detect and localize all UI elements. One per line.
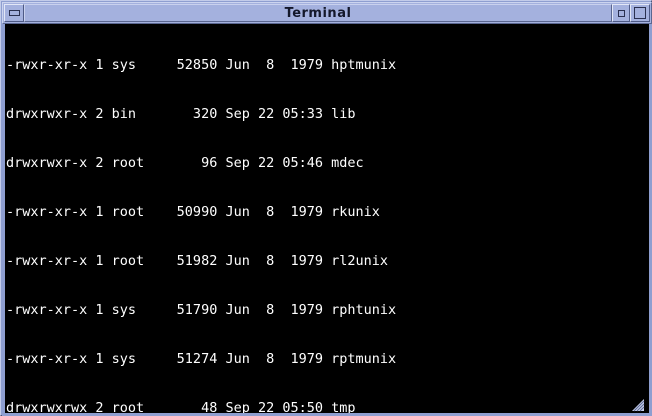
window-titlebar[interactable]: Terminal (2, 2, 652, 24)
terminal-line: -rwxr-xr-x 1 sys 51790 Jun 8 1979 rphtun… (6, 301, 397, 318)
terminal-line: -rwxr-xr-x 1 sys 52850 Jun 8 1979 hptmun… (6, 56, 397, 73)
resize-grip[interactable] (629, 399, 645, 412)
maximize-button[interactable] (630, 4, 650, 22)
terminal-line: -rwxr-xr-x 1 root 50990 Jun 8 1979 rkuni… (6, 203, 380, 220)
maximize-icon (634, 7, 646, 19)
page-title: Terminal (284, 5, 352, 21)
minimize-icon (8, 10, 20, 16)
terminal-line: drwxrwxrwx 2 root 48 Sep 22 05:50 tmp (6, 399, 356, 413)
terminal-line: drwxrwxr-x 2 root 96 Sep 22 05:46 mdec (6, 154, 364, 171)
terminal-line: -rwxr-xr-x 1 root 51982 Jun 8 1979 rl2un… (6, 252, 389, 269)
resize-button[interactable] (612, 4, 630, 22)
terminal-line: drwxrwxr-x 2 bin 320 Sep 22 05:33 lib (6, 105, 356, 122)
terminal-viewport[interactable]: -rwxr-xr-x 1 sys 52850 Jun 8 1979 hptmun… (5, 24, 649, 413)
terminal-screen[interactable]: -rwxr-xr-x 1 sys 52850 Jun 8 1979 hptmun… (6, 24, 396, 413)
small-square-icon (617, 9, 625, 17)
terminal-line: -rwxr-xr-x 1 sys 51274 Jun 8 1979 rptmun… (6, 350, 397, 367)
terminal-body[interactable]: -rwxr-xr-x 1 sys 52850 Jun 8 1979 hptmun… (2, 24, 652, 416)
minimize-button[interactable] (4, 4, 24, 22)
window-title-area: Terminal (24, 4, 612, 22)
